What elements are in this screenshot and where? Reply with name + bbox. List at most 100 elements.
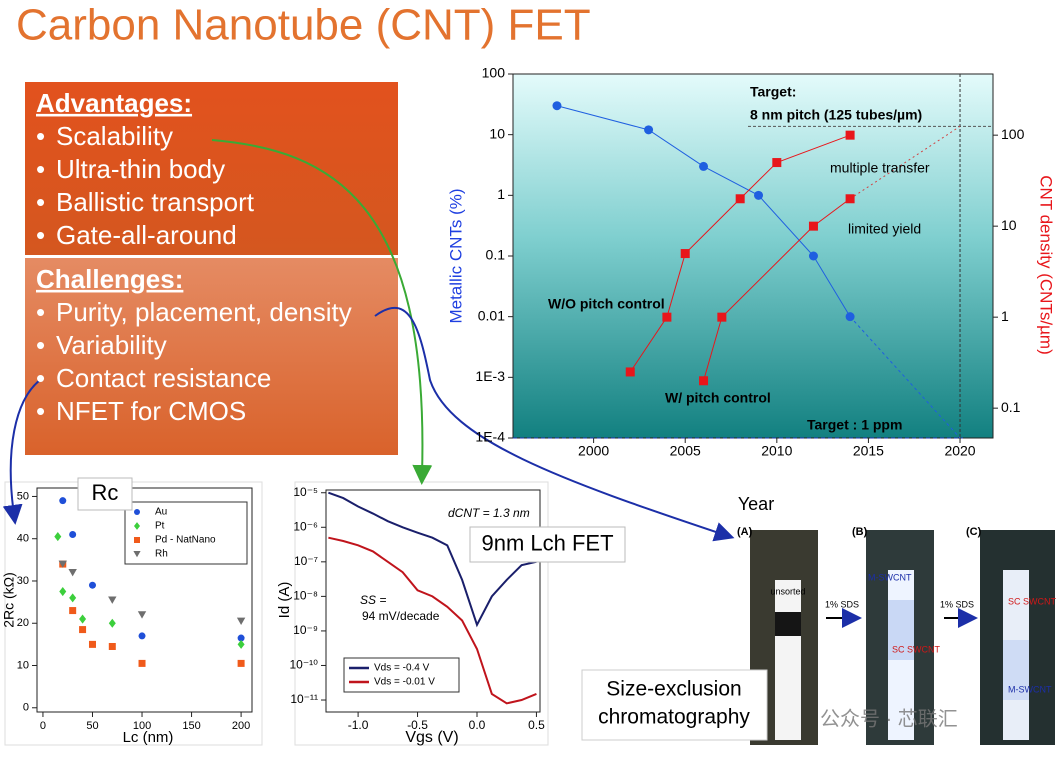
arrow xyxy=(211,139,433,485)
photo-label: 1% SDS xyxy=(825,599,859,609)
legend-box xyxy=(124,501,248,565)
series-line xyxy=(629,134,851,373)
x-tick-label: 0 xyxy=(40,720,46,732)
y-tick-label: 0 xyxy=(23,702,29,714)
challenges-box xyxy=(25,258,398,455)
point xyxy=(133,551,141,558)
annotation: limited yield xyxy=(848,221,921,237)
y2-tick-label: 1 xyxy=(1001,308,1009,324)
point xyxy=(845,130,855,140)
chart: -1.0 -0.5 0.0 0.5 10⁻¹¹ 10⁻¹⁰ 10⁻⁹ 10⁻⁸ 10⁻⁷ 10⁻⁶… xyxy=(276,485,545,746)
y2-tick-label: 100 xyxy=(1001,126,1025,142)
photo-label: M-SWCNT xyxy=(1008,684,1052,694)
point xyxy=(236,617,246,625)
point xyxy=(137,611,147,619)
y-tick-label: 0.1 xyxy=(486,247,506,263)
point xyxy=(54,532,62,542)
bullet: • xyxy=(36,297,45,327)
annotation: Target: xyxy=(750,84,796,100)
point xyxy=(108,596,117,604)
photo-label: 1% SDS xyxy=(940,599,974,609)
y-axis-label: Id (A) xyxy=(276,582,293,619)
title-box xyxy=(469,526,626,563)
list-item: Purity, placement, density xyxy=(56,297,352,327)
point xyxy=(237,659,245,667)
x-tick-label: 2020 xyxy=(944,443,975,459)
point xyxy=(662,312,672,322)
y-tick-label: 10 xyxy=(17,659,29,671)
point xyxy=(138,632,146,640)
legend-box xyxy=(343,657,460,693)
point xyxy=(237,639,245,649)
point xyxy=(88,581,96,589)
y-tick-label: 10⁻¹⁰ xyxy=(290,658,319,672)
x-tick-label: 0.5 xyxy=(528,718,545,732)
trend xyxy=(849,125,961,200)
panel-label: (C) xyxy=(966,526,982,538)
y-tick-label: 30 xyxy=(17,575,29,587)
point xyxy=(680,249,690,259)
y-axis-label: Metallic CNTs (%) xyxy=(446,188,465,323)
x-axis-label: Year xyxy=(738,494,774,514)
y-tick-label: 50 xyxy=(17,490,29,502)
y-tick-label: 10⁻⁷ xyxy=(294,554,318,568)
legend-label: Vds = -0.4 V xyxy=(374,663,430,674)
list-heading: Advantages: xyxy=(36,88,192,118)
point xyxy=(134,522,140,530)
y2-axis-label: CNT density (CNTs/µm) xyxy=(1037,175,1056,355)
point xyxy=(644,125,654,135)
bullet: • xyxy=(36,363,45,393)
annotation: dCNT = 1.3 nm xyxy=(448,506,530,520)
plot-area xyxy=(512,73,994,439)
y2-tick-label: 10 xyxy=(1001,217,1017,233)
point xyxy=(134,509,140,515)
point xyxy=(108,642,116,650)
y-tick-label: 0.01 xyxy=(478,307,505,323)
bullet: • xyxy=(36,330,45,360)
legend-label: Rh xyxy=(155,549,168,560)
legend-label: Pd - NatNano xyxy=(155,535,216,546)
y-tick-label: 1E-4 xyxy=(475,429,505,445)
legend-label: Pt xyxy=(155,521,165,532)
advantages-box xyxy=(25,82,398,255)
point xyxy=(699,161,709,171)
point xyxy=(68,569,77,577)
chart: 0 50 100 150 200 0 10 20 30 40 50 Lc (nm) 2Rc (kΩ) Au… xyxy=(1,487,253,746)
y-tick-label: 20 xyxy=(17,617,29,629)
series-line xyxy=(328,536,537,705)
point xyxy=(699,376,709,386)
list-item: Ballistic transport xyxy=(56,187,255,217)
x-tick-label: -0.5 xyxy=(407,718,428,732)
point xyxy=(138,659,146,667)
photo-panel xyxy=(750,530,1055,745)
x-tick-label: -1.0 xyxy=(348,718,369,732)
bullet: • xyxy=(36,187,45,217)
series-label: W/O pitch control xyxy=(548,296,665,312)
arrow xyxy=(2,379,41,525)
x-tick-label: 50 xyxy=(86,720,98,732)
annotation: 94 mV/decade xyxy=(362,609,440,623)
bullet: • xyxy=(36,220,45,250)
point xyxy=(58,560,67,568)
y-tick-label: 1 xyxy=(497,186,505,202)
point xyxy=(753,190,763,200)
point xyxy=(134,537,140,543)
x-tick-label: 2005 xyxy=(670,443,701,459)
annotation: multiple transfer xyxy=(830,160,930,176)
list-item: Gate-all-around xyxy=(56,220,237,250)
list-item: Contact resistance xyxy=(56,363,271,393)
bullet: • xyxy=(36,396,45,426)
series-line xyxy=(556,105,851,317)
point xyxy=(79,614,87,624)
point xyxy=(625,367,635,377)
slide-title: Carbon Nanotube (CNT) FET xyxy=(16,1,591,50)
x-tick-label: 2015 xyxy=(853,443,884,459)
annotation: Target : 1 ppm xyxy=(807,417,902,433)
x-tick-label: 2010 xyxy=(761,443,792,459)
caption-box xyxy=(581,669,768,741)
x-axis-label: Vgs (V) xyxy=(405,729,458,746)
chart-title: 9nm Lch FET xyxy=(481,530,613,555)
y-tick-label: 10⁻⁹ xyxy=(293,623,318,637)
list-item: Variability xyxy=(56,330,167,360)
